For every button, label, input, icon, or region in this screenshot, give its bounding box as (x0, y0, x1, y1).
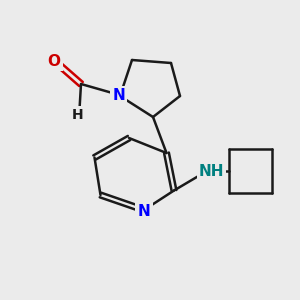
Text: N: N (112, 88, 125, 104)
Text: N: N (138, 204, 150, 219)
Text: H: H (72, 108, 84, 122)
Text: O: O (47, 54, 61, 69)
Text: NH: NH (199, 164, 224, 178)
